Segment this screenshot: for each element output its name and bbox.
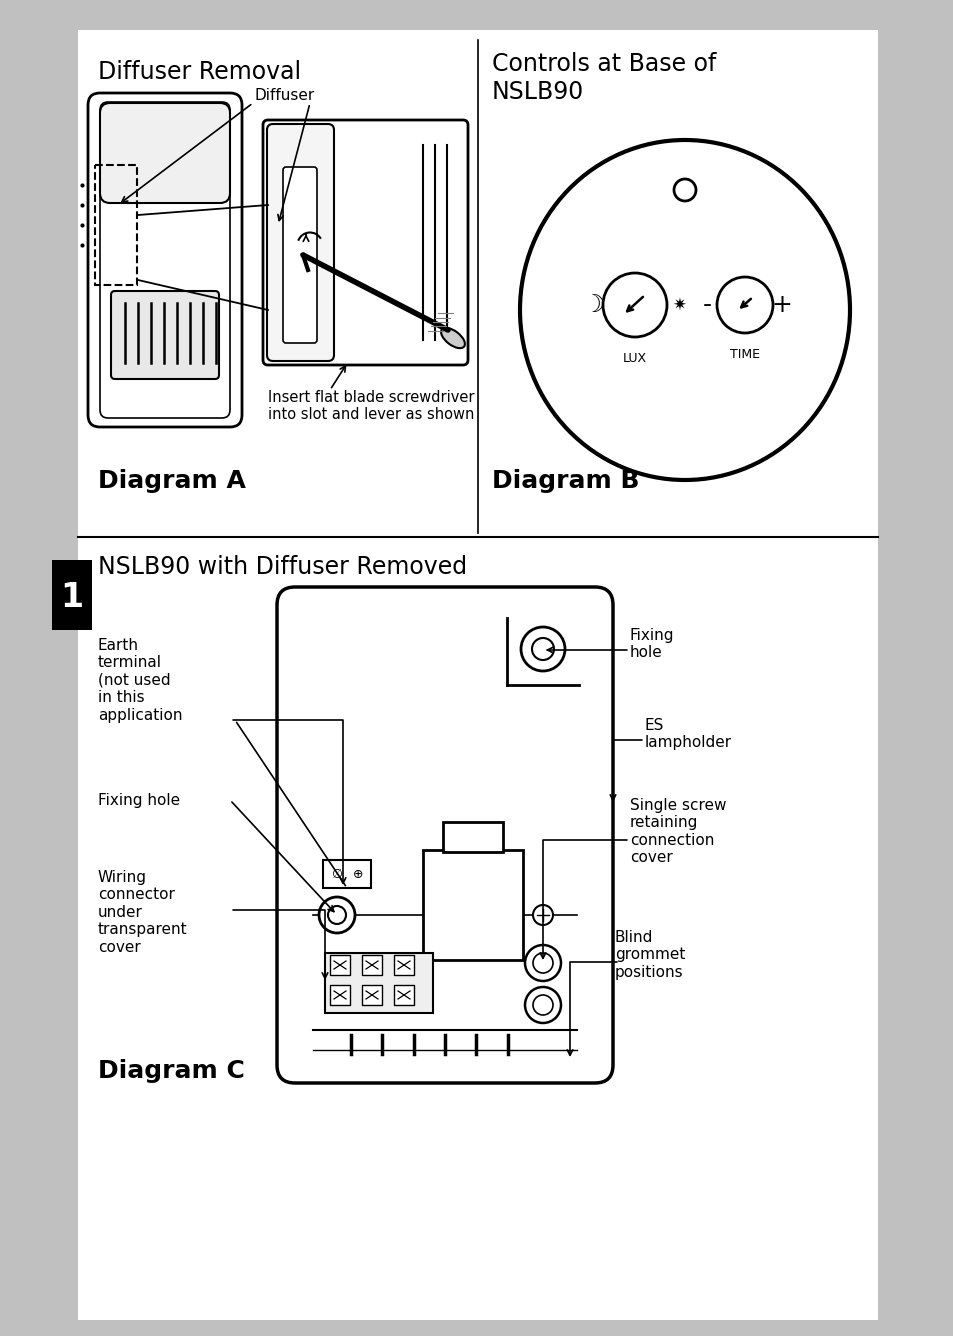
Text: Diagram C: Diagram C: [98, 1059, 245, 1083]
Text: Controls at Base of
NSLB90: Controls at Base of NSLB90: [492, 52, 716, 104]
Text: Single screw
retaining
connection
cover: Single screw retaining connection cover: [629, 798, 726, 866]
Bar: [78, 29, 877, 1320]
FancyBboxPatch shape: [283, 167, 316, 343]
Bar: [52, 560, 91, 631]
Bar: [422, 850, 522, 961]
Text: ☽: ☽: [581, 293, 603, 317]
Text: Diffuser Removal: Diffuser Removal: [98, 60, 301, 84]
Text: Fixing hole: Fixing hole: [98, 792, 180, 807]
FancyBboxPatch shape: [267, 124, 334, 361]
FancyBboxPatch shape: [263, 120, 468, 365]
Bar: [394, 955, 414, 975]
Circle shape: [533, 995, 553, 1015]
Text: Fixing
hole: Fixing hole: [629, 628, 674, 660]
Bar: [394, 985, 414, 1005]
Circle shape: [533, 953, 553, 973]
Text: Insert flat blade screwdriver
into slot and lever as shown: Insert flat blade screwdriver into slot …: [268, 390, 474, 422]
Text: Earth
terminal
(not used
in this
application: Earth terminal (not used in this applica…: [98, 639, 182, 723]
Bar: [325, 953, 433, 1013]
Text: ✷: ✷: [671, 297, 685, 314]
Bar: [330, 985, 350, 1005]
Circle shape: [717, 277, 772, 333]
Text: ES
lampholder: ES lampholder: [644, 717, 731, 751]
Circle shape: [318, 896, 355, 933]
Circle shape: [520, 627, 564, 671]
Ellipse shape: [519, 140, 849, 480]
Bar: [323, 860, 371, 888]
FancyBboxPatch shape: [276, 587, 613, 1083]
Bar: [361, 955, 381, 975]
Text: Blind
grommet
positions: Blind grommet positions: [615, 930, 684, 979]
Circle shape: [532, 639, 554, 660]
Text: 1: 1: [60, 581, 84, 613]
Text: +: +: [771, 293, 792, 317]
Text: TIME: TIME: [729, 347, 760, 361]
Circle shape: [524, 945, 560, 981]
FancyBboxPatch shape: [100, 103, 230, 203]
Text: Diagram A: Diagram A: [98, 469, 246, 493]
Text: ⊕: ⊕: [353, 867, 363, 880]
Bar: [361, 985, 381, 1005]
Text: ∅: ∅: [331, 867, 341, 880]
Text: Diffuser: Diffuser: [254, 88, 314, 103]
Ellipse shape: [440, 327, 464, 349]
Circle shape: [602, 273, 666, 337]
Text: Wiring
connector
under
transparent
cover: Wiring connector under transparent cover: [98, 870, 188, 955]
Circle shape: [673, 179, 696, 200]
FancyBboxPatch shape: [88, 94, 242, 428]
Text: Diagram B: Diagram B: [492, 469, 639, 493]
Text: -: -: [701, 293, 711, 317]
Bar: [506, 613, 578, 685]
FancyBboxPatch shape: [100, 102, 230, 418]
Text: NSLB90 with Diffuser Removed: NSLB90 with Diffuser Removed: [98, 554, 467, 578]
Circle shape: [328, 906, 346, 925]
Text: LUX: LUX: [622, 351, 646, 365]
Bar: [95, 166, 137, 285]
Circle shape: [533, 904, 553, 925]
Bar: [442, 822, 502, 852]
Bar: [330, 955, 350, 975]
Circle shape: [524, 987, 560, 1023]
FancyBboxPatch shape: [111, 291, 219, 379]
